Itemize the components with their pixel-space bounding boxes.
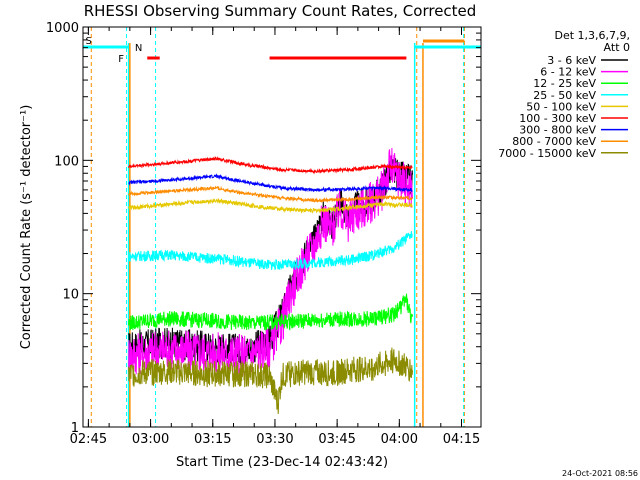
legend-label: 300 - 800 keV	[519, 124, 596, 137]
x-tick-label: 03:15	[194, 432, 231, 447]
marker-label: N	[135, 43, 142, 54]
legend-header-detectors: Det 1,3,6,7,9,	[554, 29, 630, 42]
x-tick-label: 03:00	[132, 432, 169, 447]
marker-label: S	[85, 36, 91, 47]
legend-label: 3 - 6 keV	[547, 54, 596, 67]
footer-timestamp: 24-Oct-2021 08:56	[562, 469, 638, 478]
x-tick-label: 03:45	[318, 432, 355, 447]
chart-title: RHESSI Observing Summary Count Rates, Co…	[84, 2, 477, 20]
series-line	[128, 185, 413, 204]
series-line	[128, 231, 413, 271]
legend-header-attenuator: Att 0	[604, 41, 630, 54]
plot-frame	[82, 26, 482, 428]
legend-label: 800 - 7000 keV	[512, 135, 596, 148]
series-line	[128, 155, 413, 175]
y-axis-label: Corrected Count Rate (s⁻¹ detector⁻¹)	[19, 105, 34, 350]
y-axis: 1 10 100 1000	[46, 21, 481, 436]
series-line	[128, 197, 413, 214]
legend-label: 7000 - 15000 keV	[498, 147, 596, 160]
legend-label: 100 - 300 keV	[519, 112, 596, 125]
marker-label: F	[118, 54, 124, 65]
series-line	[128, 347, 413, 415]
x-tick-label: 03:30	[256, 432, 293, 447]
legend-label: 25 - 50 keV	[533, 89, 596, 102]
legend-label: 50 - 100 keV	[526, 100, 596, 113]
x-tick-label: 04:00	[381, 432, 418, 447]
legend-label: 6 - 12 keV	[540, 66, 596, 79]
x-axis: 02:45 03:00 03:15 03:30 03:45 04:00 04:15	[70, 27, 480, 447]
y-tick-label: 100	[54, 154, 79, 169]
y-tick-label: 1000	[46, 21, 79, 36]
x-tick-label: 02:45	[70, 432, 107, 447]
legend-label: 12 - 25 keV	[533, 77, 596, 90]
series-line	[128, 147, 413, 376]
series-line	[128, 173, 413, 193]
x-axis-label: Start Time (23-Dec-14 02:43:42)	[176, 455, 388, 470]
plot-area: S FN	[83, 27, 481, 427]
y-tick-label: 1	[71, 421, 79, 436]
x-tick-label: 04:15	[443, 432, 480, 447]
y-tick-label: 10	[62, 288, 79, 303]
series-line	[128, 293, 413, 331]
